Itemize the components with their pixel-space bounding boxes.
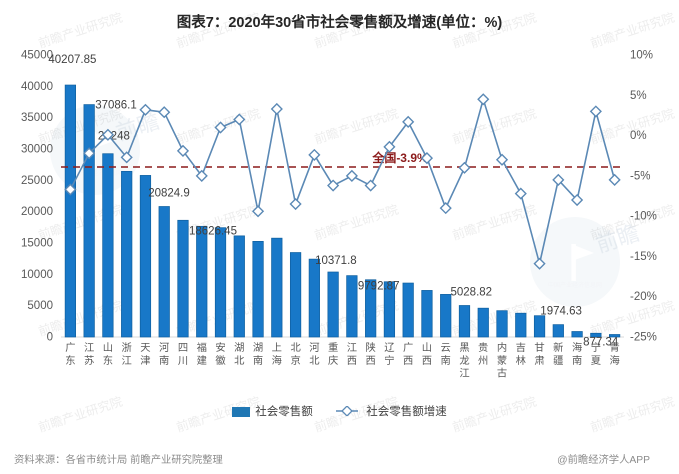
svg-text:古: 古 — [497, 367, 507, 380]
svg-text:云: 云 — [441, 343, 451, 354]
svg-text:州: 州 — [478, 355, 488, 367]
svg-text:海: 海 — [272, 354, 282, 367]
svg-text:南: 南 — [441, 354, 451, 367]
svg-text:北: 北 — [290, 342, 301, 354]
svg-text:南: 南 — [159, 354, 169, 367]
svg-text:东: 东 — [65, 354, 75, 367]
svg-text:蒙: 蒙 — [497, 354, 507, 367]
svg-text:建: 建 — [197, 354, 207, 367]
svg-text:疆: 疆 — [553, 355, 563, 367]
svg-text:龙: 龙 — [459, 354, 469, 367]
svg-text:北: 北 — [234, 355, 245, 367]
svg-text:-5%: -5% — [630, 170, 650, 182]
svg-text:海: 海 — [609, 354, 619, 367]
svg-text:黑: 黑 — [459, 342, 469, 354]
svg-text:0%: 0% — [630, 130, 647, 142]
svg-text:京: 京 — [290, 354, 300, 367]
svg-text:安: 安 — [215, 341, 225, 354]
svg-text:重: 重 — [328, 341, 338, 354]
svg-text:江: 江 — [84, 342, 94, 354]
svg-text:甘: 甘 — [534, 341, 544, 354]
svg-text:江: 江 — [122, 355, 132, 367]
svg-text:湖: 湖 — [253, 342, 263, 354]
svg-text:浙: 浙 — [122, 342, 132, 354]
svg-text:-10%: -10% — [630, 211, 657, 223]
svg-text:20000: 20000 — [21, 206, 53, 218]
svg-text:20824.9: 20824.9 — [148, 188, 190, 200]
svg-text:中国产业经济信息网: 中国产业经济信息网 — [68, 169, 122, 177]
svg-text:江: 江 — [347, 342, 357, 354]
svg-text:北: 北 — [309, 355, 320, 367]
svg-text:新: 新 — [553, 341, 563, 354]
svg-text:-20%: -20% — [630, 291, 657, 303]
svg-text:湖: 湖 — [234, 342, 244, 354]
svg-text:东: 东 — [103, 354, 113, 367]
svg-text:上: 上 — [272, 342, 282, 354]
svg-text:西: 西 — [347, 356, 357, 367]
svg-text:辽: 辽 — [384, 342, 394, 354]
svg-text:-25%: -25% — [630, 332, 657, 344]
svg-text:中国产业经济信息网: 中国产业经济信息网 — [548, 281, 602, 289]
svg-text:内: 内 — [497, 341, 507, 354]
svg-text:40207.85: 40207.85 — [48, 54, 96, 66]
svg-text:川: 川 — [178, 355, 188, 367]
svg-text:天: 天 — [140, 343, 150, 354]
svg-text:25000: 25000 — [21, 175, 53, 187]
svg-text:西: 西 — [403, 356, 413, 367]
svg-text:10%: 10% — [630, 50, 653, 62]
svg-text:河: 河 — [309, 342, 319, 354]
svg-text:广: 广 — [403, 342, 413, 354]
svg-text:福: 福 — [197, 341, 207, 354]
svg-text:广: 广 — [65, 342, 75, 354]
svg-text:南: 南 — [572, 354, 582, 367]
svg-text:37086.1: 37086.1 — [95, 100, 137, 112]
svg-text:30000: 30000 — [21, 144, 53, 156]
svg-text:江: 江 — [459, 368, 469, 380]
svg-text:津: 津 — [140, 355, 150, 367]
svg-text:40000: 40000 — [21, 81, 53, 93]
svg-text:35000: 35000 — [21, 112, 53, 124]
svg-text:9792.87: 9792.87 — [358, 281, 400, 293]
svg-text:-15%: -15% — [630, 251, 657, 263]
svg-text:陕: 陕 — [365, 341, 375, 354]
svg-text:肃: 肃 — [534, 355, 544, 367]
svg-text:西: 西 — [365, 356, 375, 367]
svg-text:苏: 苏 — [84, 354, 94, 367]
svg-text:吉: 吉 — [516, 342, 526, 354]
svg-text:全国-3.9%: 全国-3.9% — [371, 150, 428, 165]
svg-text:四: 四 — [178, 343, 188, 354]
svg-text:贵: 贵 — [478, 341, 488, 354]
svg-text:宁: 宁 — [384, 354, 394, 367]
svg-text:宁: 宁 — [591, 341, 601, 354]
svg-text:林: 林 — [516, 354, 526, 367]
svg-text:庆: 庆 — [328, 354, 338, 367]
svg-text:15000: 15000 — [21, 238, 53, 250]
svg-text:5000: 5000 — [27, 300, 53, 312]
svg-text:0: 0 — [47, 332, 53, 344]
svg-text:10000: 10000 — [21, 269, 53, 281]
svg-text:海: 海 — [572, 341, 582, 354]
svg-text:5%: 5% — [630, 90, 647, 102]
svg-text:西: 西 — [422, 356, 432, 367]
svg-text:河: 河 — [159, 342, 169, 354]
svg-text:南: 南 — [253, 354, 263, 367]
svg-text:夏: 夏 — [591, 355, 601, 367]
svg-text:10371.8: 10371.8 — [315, 255, 357, 267]
svg-text:5028.82: 5028.82 — [451, 287, 493, 299]
svg-text:山: 山 — [422, 342, 432, 354]
svg-text:18626.45: 18626.45 — [189, 225, 237, 237]
svg-text:青: 青 — [609, 341, 619, 354]
svg-text:徽: 徽 — [215, 354, 226, 367]
svg-text:1974.63: 1974.63 — [540, 306, 582, 318]
svg-text:山: 山 — [103, 342, 113, 354]
